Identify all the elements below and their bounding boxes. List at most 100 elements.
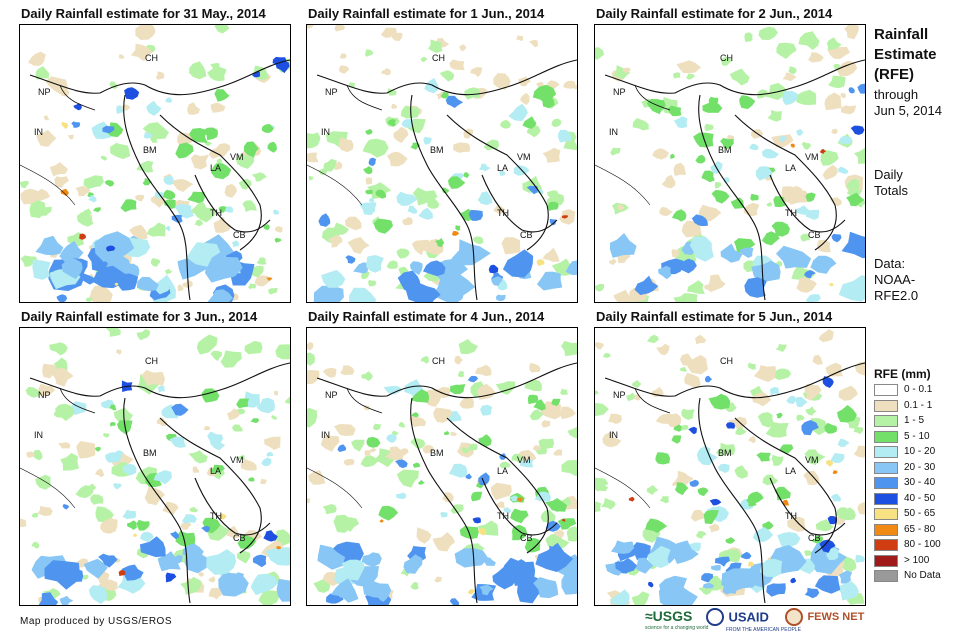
rain-area — [386, 434, 397, 444]
rain-area — [28, 51, 46, 66]
rain-area — [180, 576, 201, 595]
rain-area — [804, 449, 826, 466]
rain-area — [307, 498, 311, 504]
rain-area — [271, 415, 277, 420]
rain-area — [170, 179, 194, 192]
country-label-ch: CH — [432, 356, 445, 366]
rain-area — [709, 498, 722, 506]
country-label-cb: CB — [808, 230, 821, 240]
rain-area — [766, 583, 786, 597]
rain-area — [720, 243, 743, 263]
rain-area — [557, 518, 577, 530]
rain-area — [689, 479, 699, 487]
rain-area — [803, 470, 820, 486]
rain-area — [465, 473, 472, 480]
rain-area — [817, 239, 831, 253]
rain-area — [171, 403, 189, 416]
rain-area — [338, 137, 354, 153]
rain-area — [681, 220, 702, 238]
rain-area — [318, 213, 331, 227]
rain-area — [445, 95, 464, 108]
rain-area — [684, 372, 701, 388]
rain-area — [423, 260, 446, 277]
rain-area — [459, 44, 467, 51]
rain-area — [675, 470, 694, 486]
rain-area — [347, 237, 370, 254]
rain-area — [322, 367, 337, 378]
rain-area — [461, 447, 469, 453]
rain-area — [561, 518, 566, 522]
rain-area — [100, 155, 108, 161]
rain-area — [453, 142, 471, 153]
rain-area — [259, 478, 267, 485]
rain-area — [857, 501, 865, 515]
rain-area — [378, 505, 399, 521]
rain-area — [567, 426, 577, 439]
country-label-ch: CH — [145, 356, 158, 366]
rain-area — [263, 530, 278, 542]
rain-area — [201, 526, 210, 533]
rain-area — [242, 200, 257, 212]
rain-area — [261, 457, 272, 467]
rain-area — [757, 412, 775, 428]
rain-area — [331, 161, 343, 171]
rain-area — [136, 519, 150, 531]
rain-area — [615, 558, 637, 573]
rain-area — [480, 404, 493, 416]
rain-area — [54, 357, 68, 372]
rain-area — [422, 445, 435, 454]
rain-area — [513, 574, 525, 587]
rain-area — [691, 214, 708, 227]
rain-area — [701, 573, 713, 583]
rain-area — [565, 260, 577, 275]
rain-area — [67, 134, 74, 140]
rain-area — [196, 334, 218, 355]
rain-area — [139, 536, 166, 558]
rain-area — [274, 226, 283, 233]
rain-area — [432, 532, 455, 552]
border-line — [595, 467, 651, 509]
legend-label: 5 - 10 — [904, 430, 930, 442]
country-label-np: NP — [613, 87, 626, 97]
rain-area — [529, 39, 539, 48]
border-line — [59, 84, 96, 111]
rain-area — [472, 517, 481, 524]
rain-area — [321, 269, 346, 288]
rain-area — [345, 255, 356, 264]
rain-area — [828, 75, 846, 89]
rain-area — [772, 368, 792, 380]
rain-area — [349, 287, 377, 302]
rain-area — [88, 195, 97, 203]
rain-area — [49, 342, 68, 356]
rain-area — [855, 554, 865, 563]
rain-area — [747, 491, 764, 503]
rain-area — [646, 485, 659, 495]
rain-area — [545, 533, 570, 551]
rain-area — [274, 237, 282, 243]
rain-area — [740, 551, 752, 560]
rain-area — [122, 509, 137, 519]
rain-area — [669, 540, 699, 564]
rain-area — [837, 405, 857, 423]
rain-area — [566, 526, 577, 542]
rain-area — [192, 466, 200, 473]
data-source: Data: NOAA- RFE2.0 — [874, 256, 919, 303]
country-label-la: LA — [497, 163, 509, 173]
rain-area — [478, 434, 492, 447]
rain-area — [710, 565, 721, 571]
rain-area — [831, 128, 838, 134]
rain-area — [391, 103, 398, 109]
rain-area — [511, 453, 524, 463]
rain-area — [771, 221, 790, 237]
rain-area — [165, 572, 177, 583]
rain-area — [276, 578, 290, 602]
rain-area — [157, 551, 181, 572]
country-label-la: LA — [497, 466, 509, 476]
legend-swatch — [874, 508, 898, 520]
rain-area — [132, 533, 137, 537]
rain-area — [276, 546, 281, 550]
rain-area — [673, 424, 682, 432]
rain-area — [232, 424, 243, 432]
rain-area — [308, 470, 326, 485]
rain-area — [805, 406, 817, 416]
